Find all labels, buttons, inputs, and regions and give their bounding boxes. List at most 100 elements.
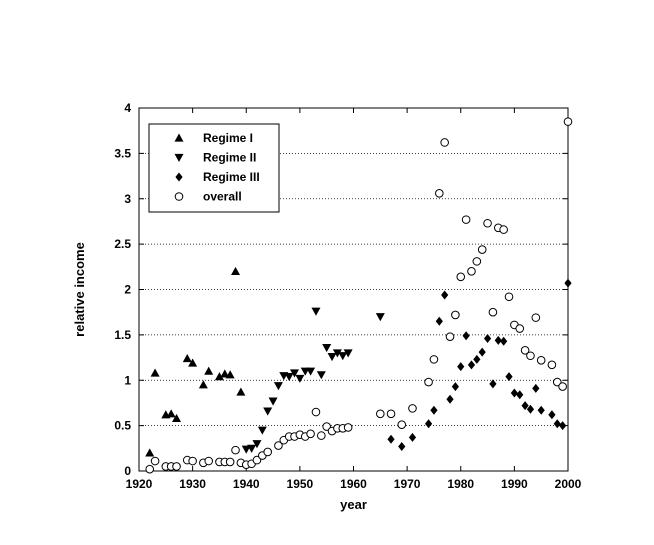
data-point xyxy=(306,429,315,439)
data-point xyxy=(182,353,192,363)
data-point xyxy=(166,409,176,418)
data-point xyxy=(376,409,385,419)
data-point xyxy=(316,371,326,380)
series-3 xyxy=(145,117,573,474)
data-point xyxy=(257,426,267,435)
data-point xyxy=(446,394,454,404)
data-point xyxy=(516,390,524,400)
series-2 xyxy=(387,278,572,451)
data-point xyxy=(462,331,470,341)
y-tick-label: 3.5 xyxy=(114,146,131,160)
data-point xyxy=(263,407,273,416)
data-point xyxy=(488,307,498,317)
data-point xyxy=(526,351,535,361)
x-tick-label: 1960 xyxy=(340,477,367,491)
data-point xyxy=(225,370,235,379)
data-point xyxy=(521,401,529,411)
x-tick-label: 1940 xyxy=(233,477,260,491)
data-point xyxy=(440,138,449,147)
data-point xyxy=(564,278,572,288)
data-point xyxy=(457,362,465,372)
data-point xyxy=(526,404,535,414)
y-tick-label: 2.5 xyxy=(114,237,131,251)
data-point xyxy=(322,422,331,431)
data-point xyxy=(477,245,487,254)
data-point xyxy=(145,464,155,474)
grid-lines xyxy=(139,152,568,427)
data-point xyxy=(290,369,300,378)
data-point xyxy=(563,117,573,126)
data-point xyxy=(547,360,557,370)
data-point xyxy=(472,257,482,266)
data-point xyxy=(429,355,439,364)
data-points xyxy=(145,117,573,474)
data-point xyxy=(435,316,443,326)
data-point xyxy=(327,353,337,362)
y-axis-title: relative income xyxy=(72,242,87,337)
data-point xyxy=(398,441,406,451)
x-tick-label: 1930 xyxy=(179,477,206,491)
data-point xyxy=(225,457,235,467)
data-point xyxy=(499,225,508,234)
y-tick-label: 0 xyxy=(124,464,131,478)
series-1 xyxy=(241,307,385,454)
data-point xyxy=(505,372,513,382)
legend-label: Regime I xyxy=(203,131,253,145)
data-point xyxy=(552,377,562,387)
data-point xyxy=(451,382,459,392)
data-point xyxy=(145,448,155,457)
data-point xyxy=(532,383,540,393)
data-point xyxy=(236,387,246,396)
data-point xyxy=(247,444,257,453)
x-axis-title: year xyxy=(340,497,367,512)
data-point xyxy=(397,420,407,430)
data-point xyxy=(214,372,224,381)
y-tick-label: 1 xyxy=(124,373,131,387)
x-tick-label: 2000 xyxy=(555,477,582,491)
data-point xyxy=(284,373,294,382)
data-point xyxy=(531,313,541,322)
data-point xyxy=(483,218,492,228)
data-point xyxy=(489,379,497,389)
y-tick-labels: 0 0.5 1 1.5 2 2.5 3 3.5 4 xyxy=(114,101,131,478)
data-point xyxy=(343,423,353,432)
data-point xyxy=(504,292,514,302)
data-point xyxy=(424,377,433,387)
data-point xyxy=(451,310,460,320)
data-point xyxy=(198,380,208,389)
x-tick-label: 1990 xyxy=(501,477,528,491)
data-point xyxy=(494,335,502,345)
legend-box xyxy=(148,123,280,213)
data-point xyxy=(467,360,476,370)
data-point xyxy=(500,336,508,346)
data-point xyxy=(332,349,342,358)
data-point xyxy=(515,324,525,333)
data-point xyxy=(252,455,262,465)
legend-marker xyxy=(174,153,184,162)
data-point xyxy=(559,421,567,431)
data-point xyxy=(231,445,240,455)
data-point xyxy=(520,346,530,355)
data-point xyxy=(548,410,556,420)
data-point xyxy=(467,267,476,276)
data-point xyxy=(408,404,417,413)
data-point xyxy=(273,382,283,391)
data-point xyxy=(478,347,486,357)
data-point xyxy=(461,215,471,224)
x-tick-label: 1980 xyxy=(447,477,474,491)
data-point xyxy=(231,266,241,275)
data-point xyxy=(338,352,348,361)
data-point xyxy=(343,349,353,358)
data-point xyxy=(473,354,481,364)
legend-marker xyxy=(174,192,184,201)
data-point xyxy=(188,456,197,466)
y-tick-label: 0.5 xyxy=(114,419,131,433)
data-point xyxy=(172,413,182,422)
data-point xyxy=(408,432,417,442)
x-tick-label: 1970 xyxy=(394,477,421,491)
x-tick-label: 1920 xyxy=(126,477,153,491)
series-0 xyxy=(145,266,246,457)
data-point xyxy=(295,374,305,383)
legend-marker xyxy=(174,133,184,142)
data-point xyxy=(188,358,198,367)
